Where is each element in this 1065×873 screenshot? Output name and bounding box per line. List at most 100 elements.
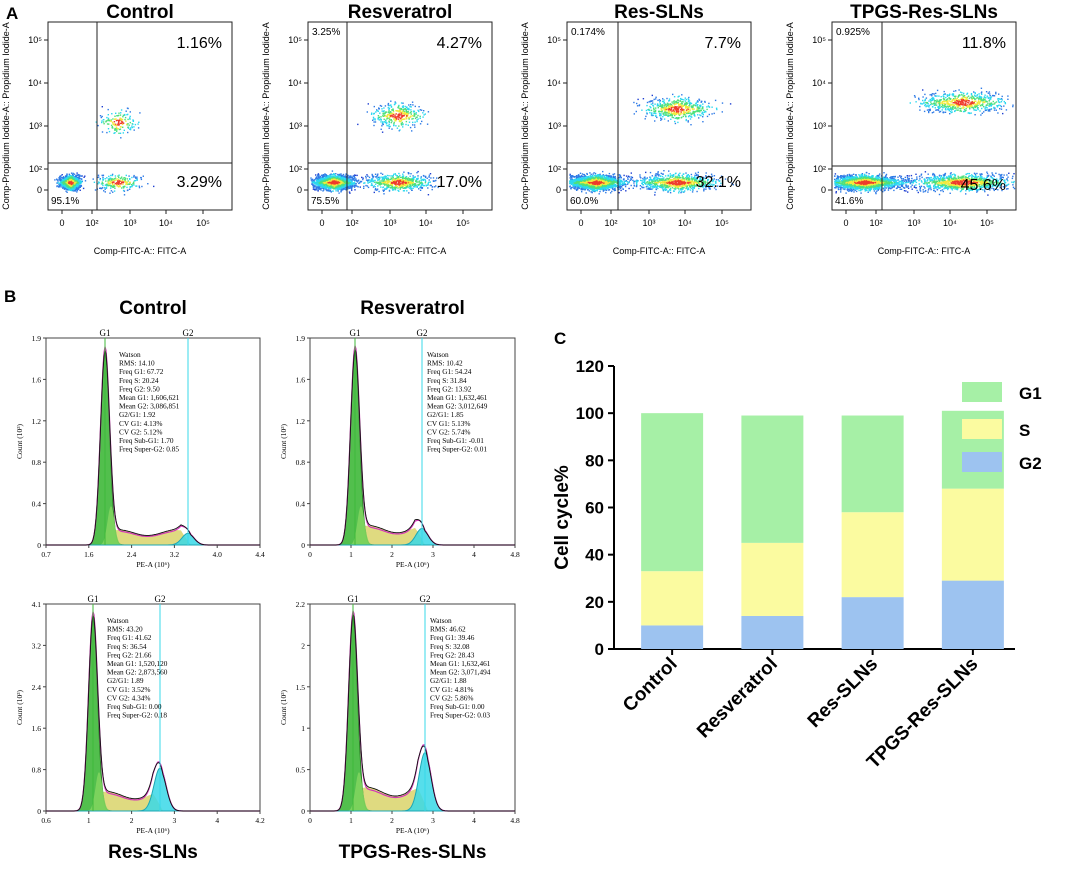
flow-dot — [70, 178, 71, 179]
flow-dot — [353, 175, 354, 176]
flow-dot — [393, 114, 394, 115]
flow-dot — [398, 173, 399, 174]
flow-dot — [423, 175, 424, 176]
flow-dot — [344, 177, 345, 178]
flow-dot — [405, 113, 406, 114]
flow-dot — [342, 175, 343, 176]
flow-dot — [366, 174, 367, 175]
flow-dot — [385, 112, 386, 113]
flow-dot — [680, 98, 681, 99]
quadrant-lr-percent: 3.29% — [177, 174, 222, 191]
flow-dot — [111, 179, 112, 180]
flow-dot — [378, 115, 379, 116]
flow-dot — [65, 176, 66, 177]
flow-dot — [410, 109, 411, 110]
flow-dot — [394, 115, 395, 116]
flow-dot — [404, 183, 405, 184]
flow-dot — [351, 187, 352, 188]
flow-dot — [349, 182, 350, 183]
flow-dot — [122, 184, 123, 185]
flow-dot — [399, 129, 400, 130]
flow-dot — [75, 190, 76, 191]
flow-dot — [62, 177, 63, 178]
flow-dot — [107, 123, 108, 124]
flow-y-tick-label: 10⁵ — [28, 35, 42, 45]
flow-dot — [62, 179, 63, 180]
flow-dot — [112, 180, 113, 181]
flow-dot — [686, 109, 687, 110]
flow-dot — [67, 176, 68, 177]
flow-dot — [383, 116, 384, 117]
flow-dot — [611, 191, 612, 192]
flow-dot — [394, 180, 395, 181]
flow-dot — [129, 183, 130, 184]
flow-dot — [385, 120, 386, 121]
flow-dot — [124, 194, 125, 195]
flow-dot — [130, 187, 131, 188]
flow-dot — [389, 126, 390, 127]
flow-dot — [318, 173, 319, 174]
flow-dot — [414, 127, 415, 128]
flow-dot — [328, 182, 329, 183]
flow-dot — [652, 175, 653, 176]
flow-dot — [319, 183, 320, 184]
flow-dot — [129, 189, 130, 190]
flow-dot — [397, 116, 398, 117]
flow-dot — [421, 187, 422, 188]
flow-dot — [663, 170, 664, 171]
flow-dot — [110, 185, 111, 186]
flow-dot — [416, 117, 417, 118]
flow-dot — [595, 173, 596, 174]
flow-dot — [371, 185, 372, 186]
flow-dot — [119, 129, 120, 130]
flow-dot — [65, 186, 66, 187]
flow-dot — [117, 184, 118, 185]
flow-dot — [697, 114, 698, 115]
flow-dot — [382, 110, 383, 111]
flow-dot — [708, 103, 709, 104]
flow-dot — [108, 118, 109, 119]
flow-dot — [395, 173, 396, 174]
flow-dot — [57, 180, 58, 181]
flow-dot — [122, 116, 123, 117]
flow-dot — [328, 190, 329, 191]
flow-dot — [330, 175, 331, 176]
flow-dot — [672, 177, 673, 178]
flow-dot — [76, 191, 77, 192]
flow-dot — [414, 186, 415, 187]
flow-dot — [316, 188, 317, 189]
flow-dot — [367, 182, 368, 183]
flow-dot — [683, 116, 684, 117]
flow-dot — [71, 184, 72, 185]
flow-dot — [413, 179, 414, 180]
flow-dot — [400, 117, 401, 118]
flow-dot — [311, 183, 312, 184]
flow-dot — [407, 179, 408, 180]
flow-dot — [415, 106, 416, 107]
flow-dot — [420, 116, 421, 117]
flow-dot — [340, 176, 341, 177]
flow-dot — [114, 116, 115, 117]
flow-dot — [71, 173, 72, 174]
flow-dot — [323, 182, 324, 183]
flow-dot — [383, 113, 384, 114]
flow-dot — [397, 186, 398, 187]
flow-plot-title: Resveratrol — [348, 2, 453, 23]
flow-dot — [121, 119, 122, 120]
flow-dot — [347, 185, 348, 186]
flow-dot — [365, 185, 366, 186]
flow-dot — [408, 117, 409, 118]
flow-dot — [117, 180, 118, 181]
flow-dot — [127, 178, 128, 179]
flow-dot — [392, 175, 393, 176]
flow-dot — [415, 184, 416, 185]
flow-dot — [389, 181, 390, 182]
flow-dot — [373, 125, 374, 126]
flow-dot — [356, 175, 357, 176]
flow-dot — [383, 124, 384, 125]
flow-dot — [131, 125, 132, 126]
flow-dot — [105, 121, 106, 122]
flow-dot — [351, 179, 352, 180]
flow-x-tick-label: 10³ — [123, 218, 136, 228]
flow-dot — [356, 183, 357, 184]
